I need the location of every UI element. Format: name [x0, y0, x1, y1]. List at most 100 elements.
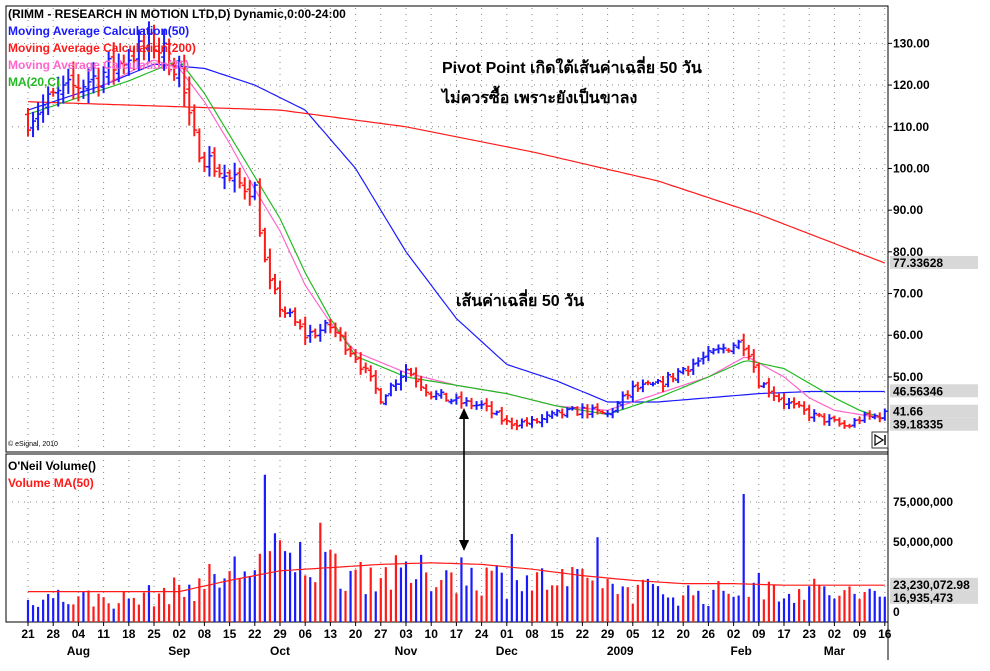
price-bar	[554, 409, 561, 417]
price-bar	[685, 365, 692, 376]
value-label: 23,230,072.98	[890, 577, 978, 592]
value-label-text: 0	[893, 605, 900, 619]
price-bar	[161, 29, 168, 71]
x-tick-label: 22	[248, 627, 262, 641]
price-bar	[508, 417, 515, 430]
x-tick-label: 09	[853, 627, 867, 641]
price-bar	[302, 316, 309, 346]
price-bar	[503, 415, 510, 425]
price-bar	[675, 368, 682, 384]
price-bar	[826, 414, 833, 426]
price-bar	[413, 367, 420, 388]
grid	[6, 8, 888, 622]
price-bar	[649, 381, 656, 387]
price-bar	[549, 410, 556, 419]
x-tick-label: 06	[299, 627, 313, 641]
price-bar	[322, 319, 329, 334]
price-bar	[80, 79, 87, 99]
price-bar	[700, 351, 707, 365]
x-tick-label: 20	[677, 627, 691, 641]
price-bar	[680, 366, 687, 375]
price-bar	[297, 319, 304, 330]
x-month-label: Nov	[395, 644, 418, 658]
x-tick-label: 04	[72, 627, 86, 641]
legend-ma200[interactable]: Moving Average Calculation(200)	[8, 41, 196, 55]
price-bar	[634, 381, 641, 392]
x-tick-label: 29	[601, 627, 615, 641]
value-label-box	[890, 255, 978, 269]
ma20-line	[27, 59, 885, 420]
price-bar	[433, 390, 440, 401]
value-label: 16,935,473	[890, 590, 978, 605]
price-bar	[690, 358, 697, 376]
copyright-text: © eSignal, 2010	[8, 440, 58, 448]
x-tick-label: 20	[349, 627, 363, 641]
volume-bars	[26, 474, 886, 622]
x-tick-label: 09	[752, 627, 766, 641]
annotation-pivot-line1: Pivot Point เกิดใต้เส้นค่าเฉลี่ย 50 วัน	[442, 56, 702, 77]
price-bar	[594, 403, 601, 415]
price-bar	[367, 365, 374, 382]
x-tick-label: 24	[475, 627, 489, 641]
x-month-label: Aug	[67, 644, 90, 658]
x-tick-label: 17	[450, 627, 464, 641]
price-bar	[35, 102, 42, 131]
y-tick-label: 70.00	[893, 287, 923, 301]
price-bar	[453, 393, 460, 405]
price-bar	[25, 107, 31, 137]
ma200-line	[27, 101, 886, 264]
price-bar	[186, 76, 193, 126]
price-bar	[725, 347, 732, 353]
price-bar	[85, 67, 92, 104]
x-tick-label: 01	[500, 627, 514, 641]
price-bar	[619, 391, 626, 410]
y-tick-label: 60.00	[893, 328, 923, 342]
price-bar	[140, 28, 147, 61]
price-bar	[191, 104, 198, 137]
value-label: 77.33628	[890, 255, 978, 270]
value-label-text: 23,230,072.98	[893, 578, 970, 592]
volume-ma-legend[interactable]: Volume MA(50)	[8, 476, 94, 490]
price-bar	[423, 384, 430, 397]
x-month-label: Mar	[824, 644, 846, 658]
price-bar	[362, 362, 369, 374]
price-bar	[125, 49, 132, 76]
chart-title: (RIMM - RESEARCH IN MOTION LTD,D) Dynami…	[8, 7, 346, 21]
price-bar	[176, 55, 183, 88]
price-bar	[115, 53, 122, 83]
value-label-box	[890, 404, 978, 418]
legend-ma50[interactable]: Moving Average Calculation(50)	[8, 24, 189, 38]
price-bar	[438, 389, 445, 399]
annotation-pivot-line2: ไม่ควรซื้อ เพราะยังเป็นขาลง	[440, 85, 637, 107]
price-bar	[765, 378, 772, 398]
price-bar	[181, 54, 188, 107]
legend-ma30[interactable]: Moving Average Calculation(30)	[8, 58, 189, 72]
price-bar	[221, 164, 228, 190]
price-bar	[750, 349, 757, 373]
value-label-box	[890, 384, 978, 398]
x-tick-label: 12	[651, 627, 665, 641]
price-bar	[226, 169, 233, 182]
x-tick-label: 02	[828, 627, 842, 641]
price-bar	[95, 68, 102, 97]
price-bar	[448, 398, 455, 405]
value-label-text: 39.18335	[893, 418, 943, 432]
price-bar	[629, 380, 636, 403]
scroll-right-icon[interactable]	[871, 431, 889, 449]
x-tick-label: 08	[198, 627, 212, 641]
price-bar	[261, 227, 268, 263]
price-bar	[660, 375, 667, 393]
y-axis-ticks: 130.00 120.00 110.00 100.00 90.00 80.00 70.00 6…	[888, 36, 953, 549]
x-tick-label: 27	[374, 627, 388, 641]
x-month-label: Oct	[270, 644, 290, 658]
price-bar	[387, 382, 394, 397]
x-tick-label: 02	[727, 627, 741, 641]
price-bar	[70, 61, 77, 100]
price-bar	[730, 342, 737, 355]
price-bar	[408, 367, 415, 377]
x-tick-label: 22	[576, 627, 590, 641]
legend-ma20[interactable]: MA(20,C)	[8, 75, 60, 89]
annotation-ma-label: เส้นค่าเฉลี่ย 50 วัน	[456, 289, 584, 310]
x-tick-label: 08	[525, 627, 539, 641]
